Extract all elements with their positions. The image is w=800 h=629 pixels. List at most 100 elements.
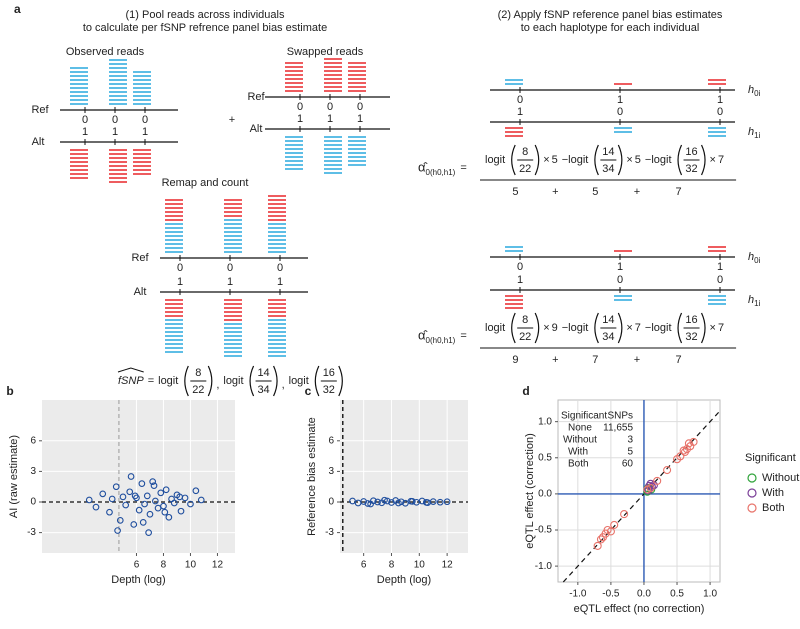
point (187, 500, 194, 508)
point (408, 498, 416, 505)
diagonal-line (562, 410, 721, 583)
allele-label: 0 (177, 262, 183, 274)
point (663, 466, 672, 475)
step-title: to calculate per fSNP refrence panel bia… (83, 22, 327, 34)
formula-text: × (626, 154, 632, 166)
fraction-numerator: 14 (602, 146, 614, 158)
fraction-denominator: 34 (257, 384, 269, 396)
track-label: Ref (31, 104, 49, 116)
allele-label: 0 (617, 274, 623, 286)
x-tick-label: -1.0 (569, 589, 587, 600)
parenthesis (700, 312, 706, 344)
point (192, 487, 200, 495)
point (162, 486, 170, 494)
fraction-numerator: 14 (602, 314, 614, 326)
formula-text: × (543, 322, 549, 334)
point (145, 529, 152, 536)
haplotype-label: h (748, 84, 754, 96)
table-name: None (568, 423, 592, 434)
allele-label: 1 (112, 126, 118, 138)
point (383, 497, 391, 505)
y-tick-label: 0.5 (538, 452, 552, 463)
point (99, 490, 107, 498)
haplotype-subscript: 1i (754, 131, 760, 140)
point (157, 489, 165, 497)
parenthesis (594, 312, 599, 344)
formula-text: −logit (562, 154, 589, 166)
point (112, 483, 120, 491)
point (146, 510, 154, 518)
y-axis-title: Reference bias estimate (306, 417, 318, 536)
section-title: Observed reads (66, 46, 145, 58)
parenthesis (511, 312, 516, 344)
weight: 7 (592, 354, 598, 366)
allele-label: 1 (357, 113, 363, 125)
formula-text: × (710, 322, 716, 334)
parenthesis (677, 312, 683, 344)
allele-label: 1 (327, 113, 333, 125)
haplotype-subscript: 0i (754, 256, 760, 265)
panel-label: c (305, 384, 312, 398)
point (620, 510, 629, 519)
point (165, 513, 173, 521)
point (364, 500, 372, 507)
formula-text: , (282, 379, 285, 391)
panel-label: d (522, 384, 529, 398)
allele-label: 1 (297, 113, 303, 125)
point (422, 499, 430, 506)
plus: + (552, 186, 558, 198)
point (679, 446, 688, 455)
formula-text: = (460, 162, 466, 174)
table-name: Without (563, 435, 597, 446)
fraction-denominator: 34 (602, 163, 614, 175)
weight: 7 (675, 354, 681, 366)
point (176, 493, 184, 501)
y-tick-label: -3 (27, 527, 36, 538)
weight: 5 (512, 186, 518, 198)
parenthesis (338, 365, 343, 397)
y-tick-label: 6 (30, 435, 36, 446)
point (150, 482, 158, 490)
point (610, 520, 619, 529)
y-tick-label: -0.5 (535, 525, 553, 536)
step-title: (1) Pool reads across individuals (126, 9, 285, 21)
allele-label: 0 (517, 261, 523, 273)
point (131, 492, 139, 500)
point (381, 496, 388, 504)
plot-background (557, 399, 721, 583)
formula-text: logit (485, 322, 505, 334)
point (374, 498, 381, 506)
step-title: (2) Apply fSNP reference panel bias esti… (498, 9, 723, 21)
point (653, 476, 662, 485)
x-tick-label: 0.5 (670, 589, 684, 600)
point (141, 500, 148, 508)
parenthesis (249, 365, 255, 397)
point (106, 508, 113, 516)
track-label: Alt (250, 123, 263, 135)
allele-label: 0 (517, 94, 523, 106)
haplotype-label: h (748, 294, 754, 306)
panel-label: a (14, 2, 21, 16)
x-tick-label: 12 (212, 560, 224, 571)
formula-text: logit (289, 375, 309, 387)
weight: 9 (552, 322, 558, 334)
point (122, 501, 130, 509)
point (119, 493, 127, 501)
point (177, 507, 185, 515)
allele-label: 0 (277, 262, 283, 274)
allele-label: 1 (277, 276, 283, 288)
point (138, 480, 146, 487)
parenthesis (207, 365, 213, 397)
y-axis-title: eQTL effect (correction) (524, 433, 536, 549)
legend-swatch (747, 488, 757, 498)
haplotype-label: h (748, 126, 754, 138)
alpha: α̂ (418, 159, 429, 174)
haplotype-label: h (748, 251, 754, 263)
formula-text: −logit (645, 154, 672, 166)
point (596, 535, 606, 544)
legend-swatch (747, 503, 757, 513)
allele-label: 1 (717, 261, 723, 273)
fraction-denominator: 22 (519, 331, 531, 343)
parenthesis (314, 365, 320, 397)
